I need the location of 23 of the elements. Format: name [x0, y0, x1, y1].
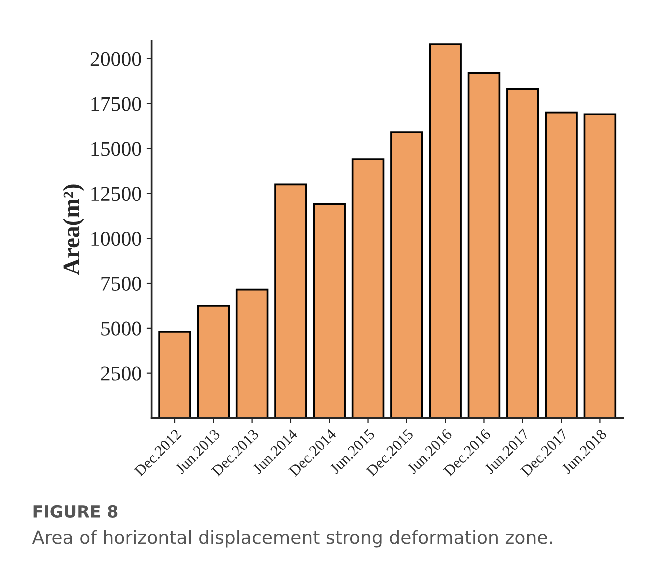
bar [545, 112, 578, 418]
bar [197, 305, 230, 418]
bar [468, 72, 501, 418]
bar [236, 288, 269, 418]
bar [429, 44, 462, 418]
y-tick-label: 12500 [92, 187, 142, 202]
caption: FIGURE 8 [34, 505, 118, 518]
y-tick-label: 17500 [92, 97, 142, 112]
bar [506, 88, 540, 418]
y-tick-label: 2500 [101, 366, 142, 381]
bar [352, 158, 385, 418]
bar [584, 114, 617, 418]
y-tick-label: 5000 [102, 322, 142, 336]
y-tick-label: 20000 [90, 52, 142, 66]
y-tick-label: 7500 [102, 276, 142, 291]
bar [158, 331, 192, 418]
y-tick-label: 15000 [92, 142, 142, 156]
bar [274, 184, 308, 418]
y-tick-label: 10000 [92, 232, 142, 246]
bar [313, 204, 346, 418]
bar [390, 132, 424, 418]
text: Area of horizontal displacement strong deformation zone. [32, 530, 552, 548]
y-axis-title: Area(m²) [63, 184, 84, 276]
